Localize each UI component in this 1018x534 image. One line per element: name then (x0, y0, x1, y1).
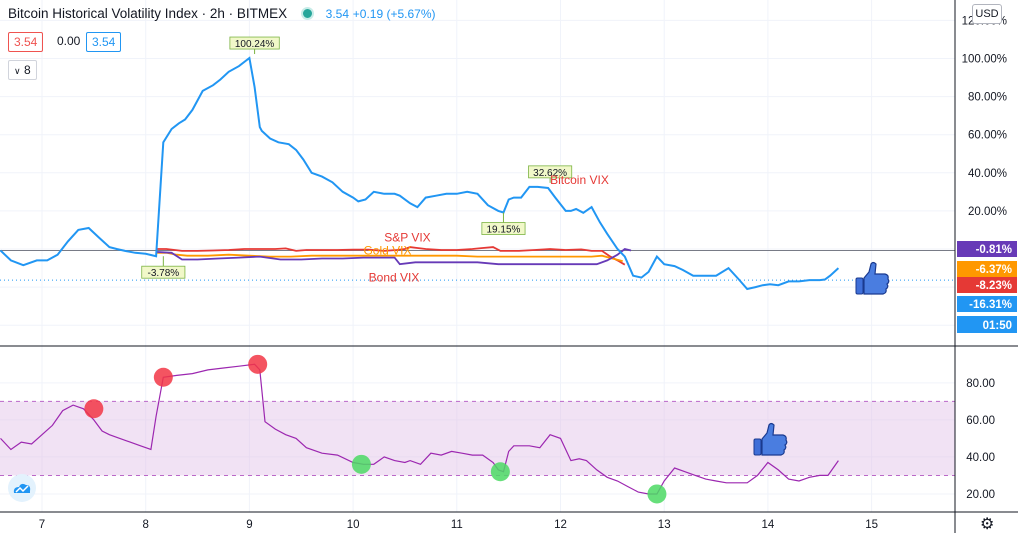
x-tick-label: 13 (658, 519, 671, 531)
y-tick-label: 80.00% (968, 92, 1007, 104)
y-tick-label: 20.00% (968, 206, 1007, 218)
series-line-bond[interactable] (156, 248, 632, 266)
value-callout-text: 100.24% (235, 39, 275, 50)
price-tag-text: -0.81% (976, 244, 1012, 256)
y-tick-label: 100.00% (962, 54, 1007, 66)
price-tag-text: -6.37% (976, 264, 1012, 276)
signal-marker-green[interactable] (351, 454, 371, 474)
currency-button[interactable]: USD (972, 4, 1002, 24)
symbol-title[interactable]: Bitcoin Historical Volatility Index · 2h… (8, 6, 288, 21)
tradingview-logo[interactable] (8, 474, 36, 502)
signal-marker-red[interactable] (153, 367, 173, 387)
signal-marker-green[interactable] (647, 484, 667, 504)
chart-header: Bitcoin Historical Volatility Index · 2h… (8, 6, 436, 22)
x-tick-label: 8 (142, 519, 148, 531)
osc-y-tick-label: 40.00 (966, 452, 995, 464)
indicators-toggle[interactable]: ∨ 8 (8, 60, 37, 80)
price-tag-text: -8.23% (976, 280, 1012, 292)
signal-marker-green[interactable] (490, 462, 510, 482)
overbought-oversold-band (0, 401, 955, 476)
ohlc-left-box[interactable]: 3.54 (8, 32, 44, 52)
countdown-tag (957, 316, 1017, 333)
value-callout (229, 36, 280, 50)
cloud-icon (13, 483, 31, 493)
value-callout-text: 19.15% (487, 225, 521, 236)
x-tick-label: 14 (762, 519, 775, 531)
value-callout (141, 265, 186, 279)
series-name-label: S&P VIX (384, 230, 430, 244)
series-name-label: Bitcoin VIX (550, 173, 609, 187)
x-tick-label: 12 (554, 519, 567, 531)
x-tick-label: 10 (347, 519, 360, 531)
price-tag-bond (957, 241, 1017, 257)
series-name-label: Bond VIX (369, 270, 420, 284)
chevron-down-icon: ∨ (14, 66, 21, 76)
indicator-count: 8 (23, 63, 31, 77)
x-tick-label: 7 (39, 519, 45, 531)
price-tag-sp (957, 277, 1017, 293)
signal-marker-red[interactable] (84, 399, 104, 419)
value-callout (528, 165, 573, 179)
price-tag-text: -16.31% (969, 299, 1012, 311)
oscillator-line[interactable] (0, 363, 839, 495)
value-callout-text: 32.62% (533, 168, 567, 179)
ohlc-right-box[interactable]: 3.54 (86, 32, 122, 52)
series-line-gold[interactable] (156, 251, 623, 262)
series-line-btc[interactable] (0, 56, 840, 291)
x-tick-label: 15 (865, 519, 878, 531)
thumbs-up-icon (855, 261, 890, 295)
value-callout-text: -3.78% (147, 268, 179, 279)
ohlc-mid-value: 0.00 (57, 34, 81, 48)
osc-y-tick-label: 60.00 (966, 415, 995, 427)
last-value: 3.54 (325, 7, 349, 21)
series-line-sp[interactable] (156, 246, 626, 266)
y-tick-label: 60.00% (968, 130, 1007, 142)
change-value: +0.19 (+5.67%) (352, 7, 436, 21)
value-callout (481, 222, 526, 235)
x-tick-label: 9 (246, 519, 252, 531)
countdown-text: 01:50 (983, 320, 1012, 332)
price-tag-gold (957, 261, 1017, 277)
gear-icon[interactable]: ⚙ (980, 516, 995, 533)
thumbs-up-icon (753, 422, 788, 456)
market-status-icon (300, 6, 314, 20)
osc-y-tick-label: 80.00 (966, 378, 995, 390)
price-tag-btc (957, 296, 1017, 312)
y-tick-label: 40.00% (968, 168, 1007, 180)
x-tick-label: 11 (451, 519, 463, 531)
osc-y-tick-label: 20.00 (966, 489, 995, 501)
signal-marker-red[interactable] (248, 354, 268, 374)
series-name-label: Gold VIX (363, 244, 411, 258)
